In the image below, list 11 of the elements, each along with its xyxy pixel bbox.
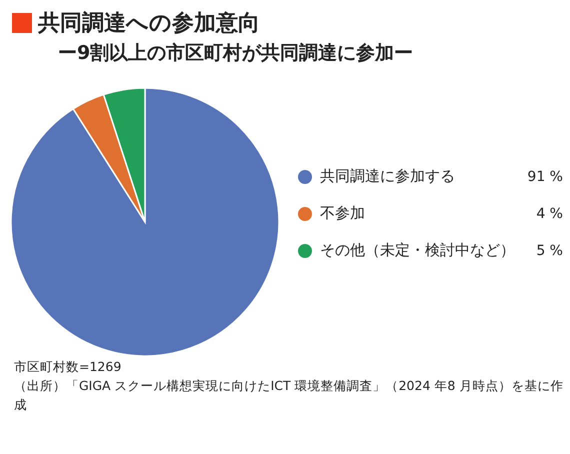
text: 市区町村数=1269 <box>14 358 122 376</box>
pie-slice <box>10 87 280 357</box>
legend-label: 不参加 <box>320 204 366 223</box>
data-label: 4 % <box>536 206 563 222</box>
legend-label: 共同調達に参加する <box>320 167 456 186</box>
data-label: 91 % <box>527 168 563 184</box>
chart-title: 共同調達への参加意向 <box>38 10 260 38</box>
text: （出所）「GIGA スクール構想実現に向けたICT 環境整備調査」（2024 年8 月時点）を基に作成 <box>14 377 564 414</box>
chart-subtitle: ー9割以上の市区町村が共同調達に参加ー <box>58 41 414 66</box>
legend-label: その他（未定・検討中など） <box>320 241 516 260</box>
data-label: 5 % <box>536 242 563 258</box>
